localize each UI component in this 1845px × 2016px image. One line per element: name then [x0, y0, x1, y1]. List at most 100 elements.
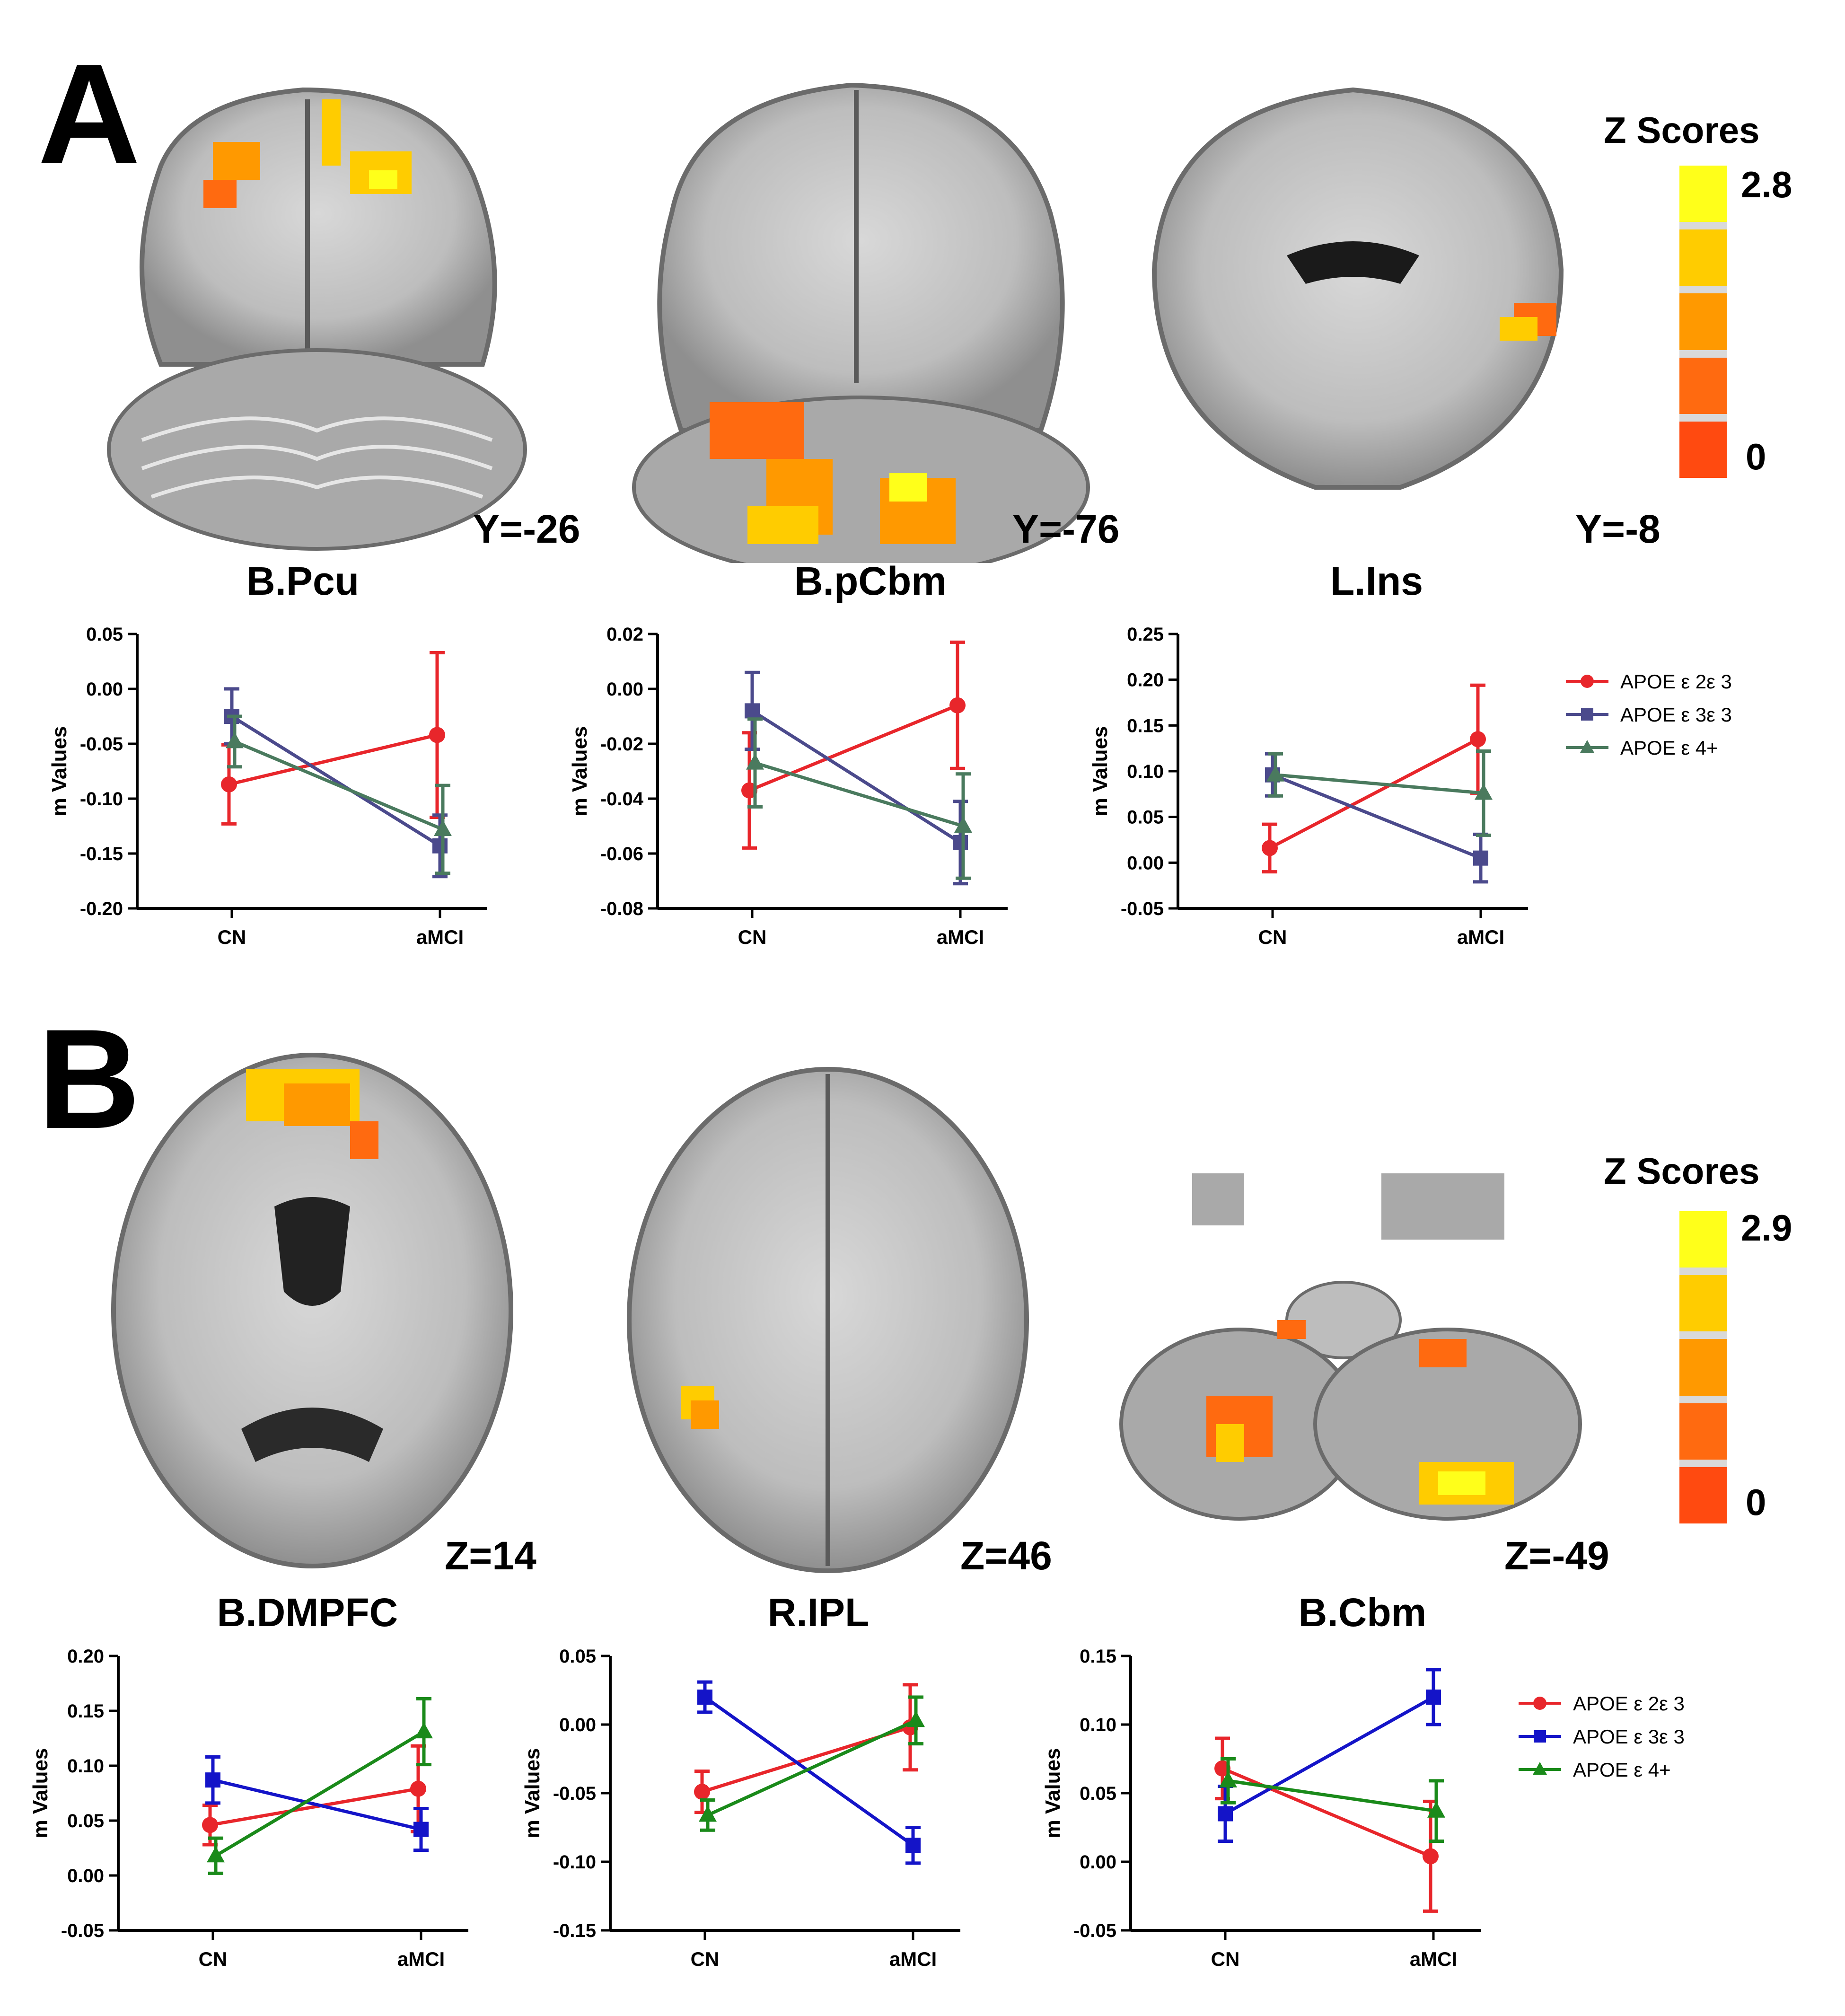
y-tick-label: -0.02: [600, 734, 643, 755]
colorbar-min-a: 0: [1746, 436, 1766, 477]
slice-coord-b1: Z=14: [445, 1533, 536, 1578]
region-label-b1: B.DMPFC: [217, 1590, 398, 1635]
series-line: [1272, 773, 1482, 860]
y-tick-label: 0.02: [606, 624, 643, 645]
data-point: [694, 1784, 710, 1800]
legend-marker: [1581, 708, 1593, 721]
legend-label: APOE ε 4+: [1620, 737, 1718, 759]
y-tick-label: 0.05: [86, 624, 123, 645]
legend-label: APOE ε 2ε 3: [1620, 670, 1732, 693]
y-tick-label: 0.20: [1127, 670, 1164, 691]
y-tick-label: 0.15: [1080, 1646, 1116, 1667]
line-chart-r-ipl: 0.05 0.00 -0.05 -0.10 -0.15 CN aMCI m Values: [521, 1646, 960, 1970]
series-line: [754, 761, 964, 828]
y-tick-label: -0.10: [80, 789, 123, 810]
data-point: [905, 1838, 921, 1853]
series-line: [1269, 738, 1479, 850]
x-tick-label: aMCI: [416, 926, 464, 948]
region-label-a3: L.Ins: [1330, 559, 1423, 603]
colorbar-segment: [1679, 1339, 1727, 1396]
colorbar-segment: [1679, 1403, 1727, 1460]
data-point: [221, 776, 237, 792]
data-point: [949, 697, 966, 713]
line-chart-b-cbm: 0.15 0.10 0.05 0.00 -0.05 CN aMCI m Values APOE …: [1041, 1646, 1685, 1970]
legend-label: APOE ε 3ε 3: [1573, 1725, 1685, 1748]
legend-marker: [1580, 740, 1594, 753]
x-tick-label: CN: [738, 926, 767, 948]
legend-marker: [1533, 1762, 1547, 1775]
y-tick-label: -0.04: [600, 789, 644, 810]
colorbar-title-b: Z Scores: [1604, 1150, 1760, 1192]
region-label-b2: R.IPL: [767, 1590, 870, 1635]
data-point: [1470, 731, 1486, 748]
y-tick-label: 0.20: [67, 1646, 104, 1667]
series-line: [1221, 1767, 1432, 1858]
series-line: [751, 709, 961, 844]
data-point: [205, 1772, 220, 1788]
y-tick-label: -0.05: [553, 1783, 596, 1804]
data-point: [745, 703, 760, 719]
x-tick-label: aMCI: [1457, 926, 1504, 948]
region-label-a2: B.pCbm: [794, 559, 947, 603]
data-point: [907, 1711, 925, 1727]
colorbar-segment: [1679, 293, 1727, 350]
y-tick-label: -0.06: [600, 844, 643, 864]
colorbar-segment: [1679, 1275, 1727, 1332]
colorbar-b: [1679, 1211, 1727, 1524]
legend-marker: [1581, 675, 1594, 688]
x-tick-label: aMCI: [937, 926, 984, 948]
y-tick-label: 0.10: [1080, 1715, 1116, 1735]
data-point: [1266, 765, 1284, 782]
y-tick-label: 0.25: [1127, 624, 1164, 645]
y-axis-label: m Values: [29, 1748, 52, 1839]
slice-coord-a3: Y=-8: [1575, 507, 1660, 551]
colorbar-segment: [1679, 1467, 1727, 1524]
colorbar-segment: [1679, 1211, 1727, 1268]
y-tick-label: -0.05: [61, 1920, 104, 1941]
y-tick-label: 0.00: [606, 679, 643, 700]
y-tick-label: 0.00: [67, 1866, 104, 1886]
panel-letter-b: B: [38, 999, 141, 1158]
colorbar-a: [1679, 166, 1727, 478]
line-chart-b-pcu: 0.05 0.00 -0.05 -0.10 -0.15 -0.20 CN aMCI m Valu…: [48, 624, 487, 948]
y-tick-label: 0.00: [86, 679, 123, 700]
data-point: [1262, 840, 1278, 856]
series-line: [210, 1787, 419, 1827]
colorbar-max-b: 2.9: [1741, 1207, 1792, 1249]
x-tick-label: CN: [1211, 1948, 1240, 1970]
legend-label: APOE ε 4+: [1573, 1759, 1671, 1781]
data-point: [953, 835, 968, 850]
brain-slice-b1: [111, 1053, 513, 1568]
data-point: [697, 1690, 712, 1705]
brain-slice-a1: [107, 87, 527, 551]
colorbar-min-b: 0: [1746, 1481, 1766, 1523]
y-tick-label: -0.08: [600, 898, 643, 919]
brain-slice-a3: [1151, 87, 1564, 490]
series-line: [703, 1696, 914, 1847]
data-point: [413, 1822, 429, 1837]
y-axis-label: m Values: [1041, 1748, 1064, 1839]
x-tick-label: CN: [218, 926, 246, 948]
colorbar-segment: [1679, 166, 1727, 222]
data-point: [1218, 1806, 1233, 1822]
colorbar-segment: [1679, 229, 1727, 286]
series-line: [707, 1719, 917, 1817]
y-tick-label: -0.05: [1121, 898, 1164, 919]
colorbar-title-a: Z Scores: [1604, 109, 1760, 151]
y-tick-label: 0.05: [1127, 807, 1164, 828]
y-tick-label: -0.15: [80, 844, 123, 864]
y-tick-label: 0.15: [67, 1701, 104, 1722]
series-line: [748, 704, 958, 792]
x-tick-label: aMCI: [1410, 1948, 1457, 1970]
line-chart-l-ins: 0.25 0.20 0.15 0.10 0.05 0.00 -0.05 CN aMCI m Val…: [1089, 624, 1732, 948]
series-line: [228, 733, 438, 786]
region-label-a1: B.Pcu: [246, 559, 360, 603]
series-line: [234, 740, 444, 831]
y-tick-label: 0.05: [1080, 1783, 1116, 1804]
x-tick-label: CN: [1258, 926, 1287, 948]
data-point: [202, 1817, 218, 1833]
series-line: [1228, 1779, 1437, 1813]
slice-coord-b3: Z=-49: [1504, 1533, 1609, 1578]
colorbar-segment: [1679, 357, 1727, 414]
brain-slice-b2: [627, 1067, 1029, 1573]
